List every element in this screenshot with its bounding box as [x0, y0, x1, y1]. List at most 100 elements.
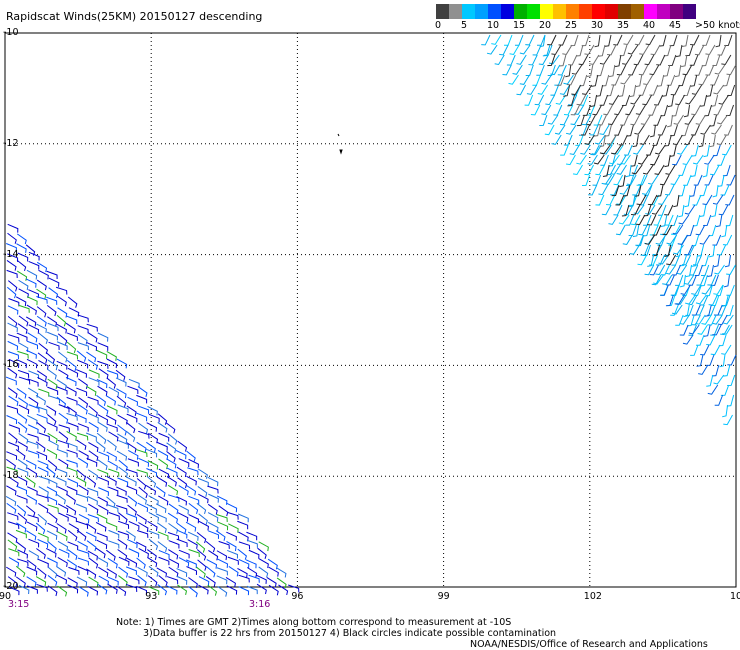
- wind-barb: [698, 134, 705, 148]
- wind-barb: [619, 174, 626, 188]
- wind-barb: [532, 44, 542, 56]
- wind-barb: [613, 34, 623, 46]
- wind-barb: [136, 585, 148, 595]
- wind-barb: [36, 370, 47, 381]
- wind-barb: [610, 164, 621, 175]
- wind-barb: [126, 405, 137, 417]
- wind-barb: [185, 559, 197, 569]
- wind-barb: [168, 503, 179, 515]
- wind-barb: [55, 286, 68, 295]
- wind-barb: [108, 468, 120, 477]
- wind-barb: [696, 244, 705, 257]
- wind-barb: [665, 274, 675, 286]
- wind-barb: [97, 557, 109, 568]
- wind-barb: [138, 405, 150, 414]
- wind-barb: [198, 584, 209, 595]
- wind-barb: [78, 586, 89, 597]
- wind-barb: [640, 244, 650, 256]
- wind-barb: [702, 194, 713, 206]
- wind-barb: [207, 485, 219, 494]
- wind-barb: [722, 234, 733, 246]
- wind-barb: [77, 457, 89, 468]
- wind-barb: [525, 34, 535, 46]
- wind-barb: [670, 224, 681, 236]
- wind-barb: [87, 585, 99, 596]
- wind-barb: [599, 124, 610, 135]
- wind-barb: [6, 269, 18, 278]
- latitude-label: -14: [3, 248, 19, 260]
- wind-barb: [589, 124, 599, 136]
- wind-barb: [78, 397, 89, 408]
- wind-barb: [692, 154, 704, 165]
- wind-barb: [723, 364, 731, 377]
- wind-barb: [713, 304, 723, 316]
- wind-barb: [712, 194, 724, 205]
- wind-barb: [96, 539, 108, 549]
- wind-barb: [691, 84, 703, 95]
- wind-barb: [653, 114, 662, 126]
- wind-barb: [25, 316, 37, 327]
- wind-barb: [35, 441, 46, 453]
- wind-barb: [678, 214, 690, 225]
- wind-barb: [56, 341, 68, 351]
- wind-barb: [38, 475, 50, 484]
- wind-barb: [18, 288, 29, 298]
- latitude-label: -20: [3, 581, 19, 592]
- wind-barb: [671, 304, 683, 315]
- wind-barb: [176, 529, 188, 539]
- wind-barb: [147, 460, 159, 470]
- wind-barb: [632, 224, 640, 238]
- wind-barb: [684, 114, 695, 125]
- wind-barb: [157, 413, 168, 425]
- wind-barb: [157, 541, 168, 553]
- wind-barb: [670, 174, 681, 186]
- wind-barb: [37, 532, 49, 542]
- wind-barb: [125, 430, 136, 442]
- wind-barb: [56, 574, 68, 585]
- wind-barb: [258, 541, 269, 552]
- wind-barb: [618, 214, 630, 225]
- wind-barb: [726, 264, 736, 276]
- wind-barb: [188, 458, 200, 469]
- wind-barb: [587, 154, 598, 165]
- wind-barb: [46, 304, 57, 317]
- wind-barb: [26, 415, 38, 425]
- wind-barb: [636, 234, 645, 247]
- wind-barb: [96, 513, 108, 523]
- wind-barb: [705, 44, 716, 56]
- wind-barb: [638, 154, 649, 165]
- longitude-label: 105: [730, 591, 740, 602]
- wind-barb: [146, 503, 157, 514]
- wind-barb: [6, 405, 19, 414]
- wind-barb: [128, 521, 140, 530]
- wind-barb: [581, 174, 591, 186]
- longitude-label: 99: [437, 591, 450, 602]
- wind-barb: [702, 164, 709, 178]
- wind-barb: [57, 531, 68, 541]
- wind-barb: [660, 214, 668, 227]
- wind-barb: [684, 194, 691, 208]
- wind-barb: [117, 414, 128, 425]
- wind-barb: [5, 495, 17, 506]
- wind-barb: [591, 74, 599, 87]
- wind-barb: [47, 540, 57, 553]
- wind-barb: [17, 252, 29, 262]
- wind-barb: [256, 574, 267, 584]
- wind-barb: [57, 486, 68, 496]
- wind-barb: [645, 204, 656, 215]
- wind-barb: [46, 270, 58, 280]
- wind-barb: [26, 269, 38, 280]
- wind-barb: [208, 549, 219, 561]
- wind-barb: [629, 84, 637, 98]
- wind-barb: [553, 104, 563, 116]
- wind-barb: [75, 503, 87, 513]
- wind-barb: [499, 44, 509, 56]
- wind-barb: [58, 512, 69, 522]
- wind-barb: [118, 575, 128, 587]
- wind-barb: [87, 331, 98, 343]
- wind-barb: [580, 124, 590, 136]
- wind-barb: [57, 503, 69, 513]
- wind-barb: [117, 433, 128, 444]
- wind-barb: [105, 395, 116, 406]
- wind-barb: [167, 512, 178, 524]
